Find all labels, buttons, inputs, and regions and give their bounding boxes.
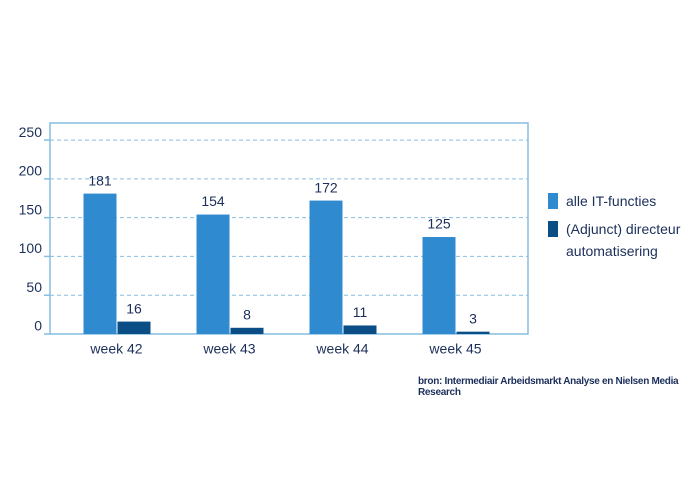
- value-label: 181: [88, 172, 112, 188]
- legend-item: alle IT-functies: [548, 190, 688, 212]
- bar: [343, 325, 377, 334]
- x-tick-label: week 44: [315, 341, 368, 357]
- y-tick-label: 100: [19, 240, 43, 256]
- legend-swatch: [548, 221, 558, 237]
- legend-item: (Adjunct) directeur automatisering: [548, 218, 688, 262]
- x-tick-label: week 42: [89, 341, 142, 357]
- bar: [117, 321, 151, 334]
- source-note: bron: Intermediair Arbeidsmarkt Analyse …: [418, 376, 679, 398]
- y-tick-label: 250: [19, 124, 43, 140]
- y-tick-label: 50: [26, 279, 42, 295]
- value-label: 125: [427, 216, 451, 232]
- bar: [456, 331, 490, 334]
- value-label: 154: [201, 193, 225, 209]
- bar: [83, 193, 117, 334]
- bar: [309, 200, 343, 334]
- bar: [422, 237, 456, 334]
- x-tick-label: week 43: [202, 341, 255, 357]
- plot-frame: [49, 122, 529, 335]
- value-label: 172: [314, 179, 338, 195]
- legend: alle IT-functies (Adjunct) directeur auto…: [548, 190, 688, 268]
- bar: [230, 327, 264, 334]
- legend-label: alle IT-functies: [566, 193, 657, 209]
- value-label: 11: [353, 304, 368, 320]
- value-label: 3: [469, 310, 477, 326]
- x-tick-label: week 45: [428, 341, 481, 357]
- legend-swatch: [548, 193, 558, 209]
- legend-label: (Adjunct) directeur automatisering: [566, 221, 681, 259]
- y-tick-label: 200: [19, 163, 43, 179]
- y-tick-label: 0: [34, 318, 42, 334]
- y-tick-label: 150: [19, 201, 43, 217]
- bar: [196, 214, 230, 334]
- value-label: 16: [126, 300, 142, 316]
- value-label: 8: [243, 306, 251, 322]
